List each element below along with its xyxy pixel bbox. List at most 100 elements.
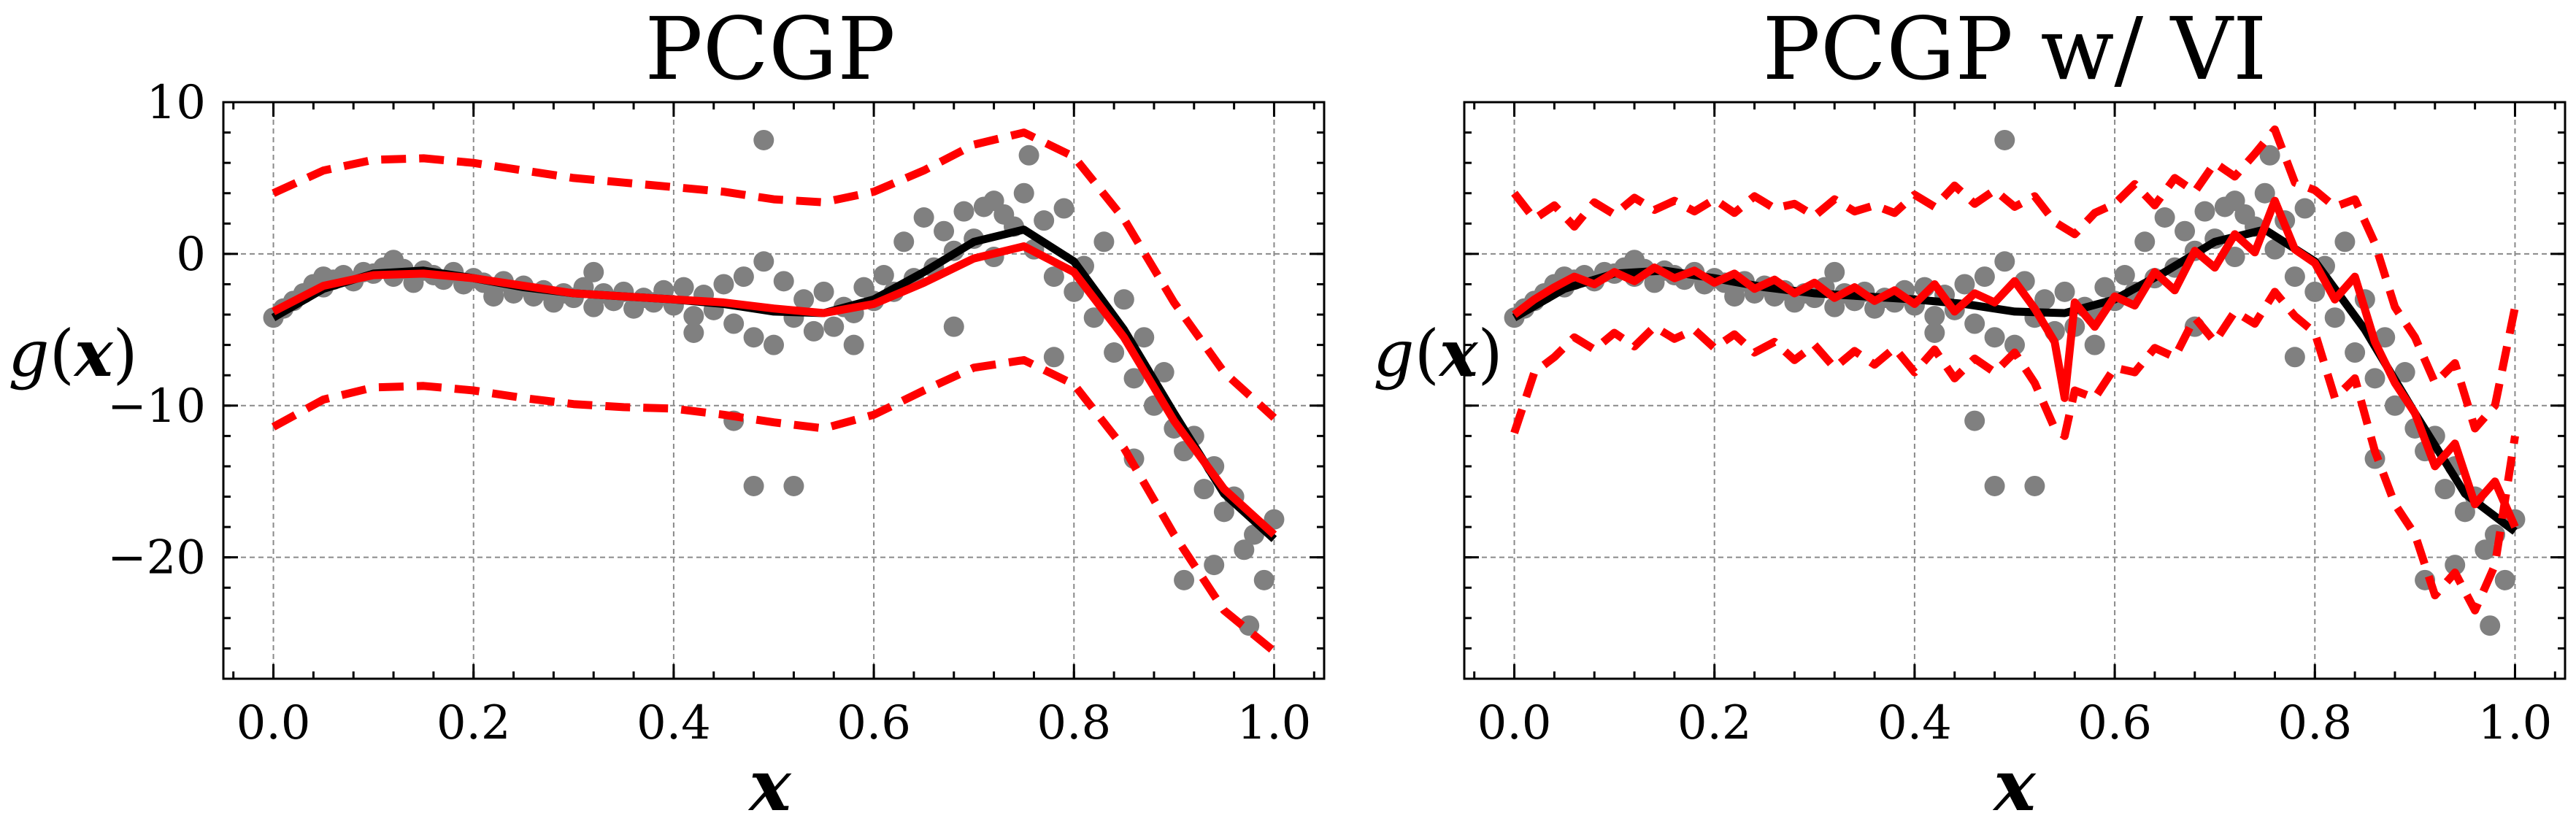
data-point (913, 207, 934, 228)
data-point (1964, 410, 1985, 431)
data-point (2024, 475, 2045, 496)
x-tick-label: 0.8 (2277, 696, 2352, 750)
data-point (2294, 198, 2315, 219)
data-point (2284, 347, 2305, 368)
x-tick-label: 0.8 (1037, 696, 1111, 750)
data-point (2224, 247, 2245, 268)
data-point (1123, 368, 1145, 389)
data-point (2304, 281, 2326, 302)
data-point (983, 190, 1004, 212)
credible-bound-line (1510, 288, 2519, 615)
x-tick-label: 0.0 (237, 696, 311, 750)
x-tick-label: 1.0 (1237, 696, 1312, 750)
data-point (953, 201, 974, 222)
data-point (1984, 475, 2005, 496)
data-point (2054, 281, 2075, 302)
data-point (1234, 539, 1255, 561)
data-point (1824, 261, 1845, 282)
data-point (1043, 347, 1064, 368)
data-point (1974, 266, 1995, 288)
data-point (1994, 251, 2015, 272)
data-point (483, 286, 504, 307)
plot-area (1504, 125, 2526, 636)
panel-pcgp: 0.0 0.2 0.4 0.6 0.8 1.0 10 0 −10 −20 PCGP x g(x) (8, 0, 1326, 827)
data-point (2384, 395, 2405, 416)
data-point (1093, 231, 1115, 253)
data-point (1174, 569, 1195, 590)
data-point (2480, 615, 2501, 636)
data-point (893, 231, 915, 253)
data-point (2114, 265, 2135, 285)
data-point (1213, 501, 1234, 523)
data-point (2334, 231, 2356, 253)
data-point (1013, 182, 1034, 204)
x-tick-label: 1.0 (2478, 696, 2553, 750)
data-point (1193, 479, 1215, 500)
data-point (1043, 266, 1064, 288)
data-point (2154, 207, 2175, 228)
data-point (743, 327, 764, 348)
credible-bound-line (271, 355, 1277, 655)
data-point (683, 323, 704, 343)
y-tick-label: 10 (147, 76, 206, 130)
data-point (1083, 307, 1104, 328)
data-point (2434, 479, 2456, 500)
data-point (2175, 220, 2196, 242)
data-point (764, 334, 784, 355)
data-point (813, 281, 834, 302)
data-point (934, 220, 955, 242)
credible-bound-line (272, 128, 1277, 421)
data-point (2345, 342, 2366, 363)
axes-frame (1463, 101, 2567, 680)
data-point (2375, 327, 2396, 348)
data-point (1964, 313, 1985, 334)
data-point (1253, 569, 1274, 590)
x-axis-label: x (747, 744, 792, 827)
x-tick-label: 0.6 (837, 696, 911, 750)
data-point (733, 266, 754, 288)
data-point (2324, 307, 2345, 328)
y-axis-label: g(x) (1373, 315, 1503, 391)
data-point (673, 277, 694, 298)
data-point (2494, 569, 2515, 590)
data-point (683, 306, 704, 327)
data-point (383, 250, 404, 271)
data-point (1994, 129, 2015, 150)
data-point (843, 334, 864, 355)
chart-title: PCGP w/ VI (1763, 0, 2267, 99)
y-tick-label: −20 (107, 531, 206, 585)
data-point (783, 475, 804, 496)
data-point (943, 316, 964, 337)
data-point (2004, 334, 2025, 355)
data-point (2475, 539, 2496, 561)
x-tick-label: 0.6 (2077, 696, 2152, 750)
data-point (2134, 231, 2156, 253)
data-point (2284, 266, 2305, 288)
x-tick-label: 0.4 (1877, 696, 1952, 750)
data-point (2394, 362, 2415, 383)
data-point (1134, 327, 1155, 348)
data-point (2259, 145, 2280, 166)
data-point (1204, 555, 1225, 576)
y-axis-label: g(x) (8, 315, 138, 391)
y-tick-label: −10 (107, 380, 206, 434)
data-point (2194, 201, 2215, 222)
data-point (773, 271, 794, 292)
mean-prediction-line (271, 242, 1277, 538)
data-point (753, 129, 774, 150)
data-point (743, 475, 764, 496)
chart-title: PCGP (645, 0, 895, 99)
data-point (793, 289, 815, 310)
axes-frame (222, 101, 1326, 680)
data-point (2364, 368, 2385, 389)
data-point (823, 316, 845, 337)
data-point (1153, 362, 1174, 383)
data-point (1954, 274, 1975, 295)
data-point (723, 313, 745, 334)
y-tick-label: 0 (176, 228, 206, 282)
data-point (1924, 323, 1945, 343)
data-point (2264, 239, 2285, 260)
data-point (1924, 306, 1945, 327)
x-axis-label: x (1992, 744, 2037, 827)
plot-area (263, 128, 1285, 655)
